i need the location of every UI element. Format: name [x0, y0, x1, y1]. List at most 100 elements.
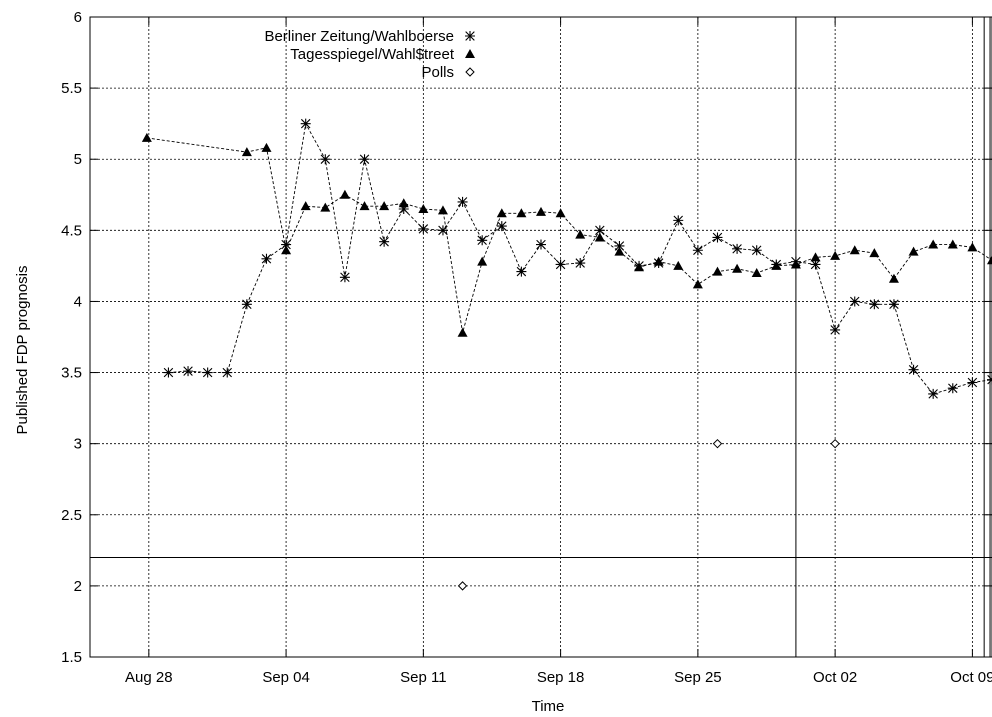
data-point [300, 201, 311, 211]
data-point [437, 205, 448, 215]
data-point [790, 259, 801, 269]
legend-marker [465, 49, 475, 58]
data-point [967, 242, 978, 252]
data-point [241, 299, 252, 310]
data-point [653, 256, 664, 266]
data-point [810, 259, 821, 270]
legend-marker [465, 67, 475, 77]
data-point [183, 366, 194, 377]
data-point [712, 266, 723, 276]
data-point [692, 279, 703, 289]
data-point [732, 263, 743, 273]
legend-label: Berliner Zeitung/Wahlboerse [264, 28, 454, 45]
x-tick-label: Sep 25 [674, 669, 722, 686]
reference-lines [90, 17, 992, 657]
series [141, 118, 992, 591]
data-point [477, 256, 488, 266]
data-point [908, 246, 919, 256]
y-tick-label: 5 [74, 151, 82, 168]
data-point [830, 324, 841, 335]
data-point [163, 367, 174, 378]
data-point [712, 438, 723, 449]
data-point [575, 229, 586, 239]
y-tick-label: 6 [74, 9, 82, 26]
data-point [849, 245, 860, 255]
data-point [536, 206, 546, 216]
y-axis-title: Published FDP prognosis [14, 266, 31, 435]
y-tick-label: 3.5 [61, 365, 82, 382]
x-tick-label: Aug 28 [125, 669, 173, 686]
data-point [614, 240, 625, 251]
data-point [908, 364, 919, 375]
data-point [477, 235, 488, 246]
data-point [320, 154, 331, 165]
x-tick-label: Oct 02 [813, 669, 857, 686]
y-tick-label: 3 [74, 436, 82, 453]
data-point [849, 296, 860, 307]
axis-ticks: 1.5 2 2.5 3 3.5 4 4.5 5 5.5 6 Aug 28 Sep 04 Sep 11 Se… [61, 9, 992, 686]
data-point [869, 299, 880, 310]
data-point [281, 239, 292, 250]
data-point [398, 198, 409, 208]
y-tick-label: 2 [74, 578, 82, 595]
data-point [869, 248, 880, 258]
data-point [830, 438, 840, 449]
data-point [281, 245, 292, 255]
x-tick-label: Sep 04 [262, 669, 310, 686]
y-tick-label: 4.5 [61, 222, 82, 239]
legend: Berliner Zeitung/WahlboerseTagesspiegel/… [264, 28, 475, 81]
data-point [320, 202, 331, 212]
data-point [202, 367, 213, 378]
data-point [888, 299, 899, 310]
data-point [536, 239, 546, 250]
data-point [614, 246, 625, 256]
y-tick-label: 2.5 [61, 507, 82, 524]
legend-item: Berliner Zeitung/Wahlboerse [264, 28, 475, 45]
data-point [987, 255, 992, 265]
data-point [418, 223, 429, 234]
series-tagesspiegel-wahl-treet [141, 132, 992, 337]
data-point [457, 327, 468, 337]
y-tick-label: 4 [74, 293, 82, 310]
data-point [359, 154, 370, 165]
data-point [888, 273, 899, 283]
series-berliner-zeitung-wahlboerse [163, 118, 992, 399]
data-point [967, 377, 978, 388]
x-tick-label: Sep 18 [537, 669, 585, 686]
data-point [379, 236, 390, 247]
data-point [359, 201, 370, 211]
data-point [732, 243, 743, 254]
data-point [947, 383, 958, 394]
series-polls [457, 438, 840, 591]
data-point [575, 258, 586, 269]
data-point [673, 260, 684, 270]
data-point [692, 245, 703, 256]
data-point [987, 374, 992, 385]
x-tick-label: Oct 09 [950, 669, 992, 686]
data-point [141, 132, 152, 142]
data-point [379, 201, 390, 211]
series-line [146, 137, 992, 333]
data-point [594, 232, 605, 242]
data-point [555, 259, 566, 270]
data-point [222, 367, 233, 378]
data-point [241, 147, 252, 157]
legend-label: Tagesspiegel/Wahl$treet [290, 46, 455, 63]
data-point [928, 239, 939, 249]
x-tick-label: Sep 11 [400, 669, 446, 686]
x-axis-title: Time [532, 698, 565, 715]
data-point [339, 272, 350, 283]
data-point [947, 239, 958, 249]
data-point [398, 204, 409, 214]
data-point [261, 253, 272, 264]
data-point [751, 245, 762, 256]
data-point [339, 189, 350, 199]
data-point [457, 581, 468, 591]
data-point [516, 208, 527, 218]
y-tick-label: 1.5 [61, 649, 82, 666]
data-point [751, 268, 762, 277]
data-point [457, 196, 468, 207]
data-point [830, 250, 841, 260]
data-point [496, 208, 507, 218]
